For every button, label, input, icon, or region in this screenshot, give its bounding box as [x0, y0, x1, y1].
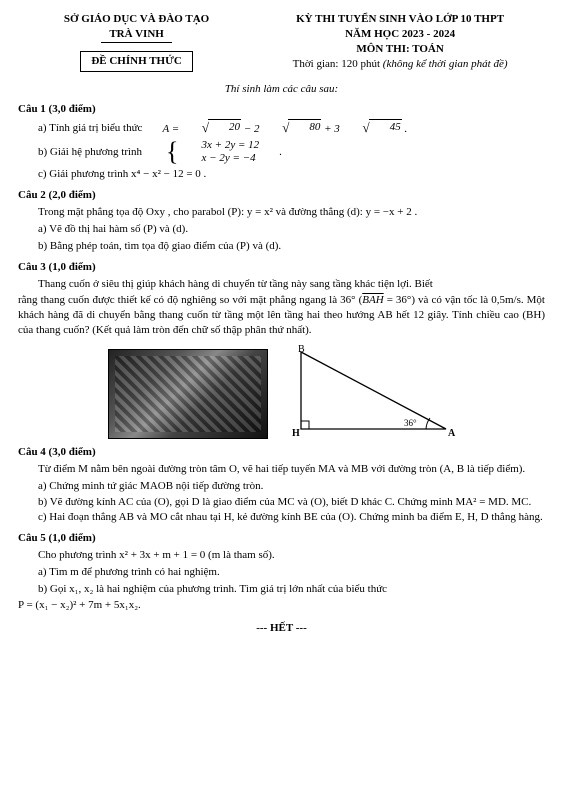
q4-c: c) Hai đoạn thẳng AB và MO cắt nhau tại …: [18, 510, 545, 525]
q1-a-expr: A = √20 − 2 √80 + 3 √45 .: [142, 119, 407, 137]
duration-note: (không kể thời gian phát đề): [383, 58, 508, 70]
q4-title: Câu 4 (3,0 điểm): [18, 445, 545, 460]
q1-a-t3: 45: [369, 119, 402, 135]
header-left: SỞ GIÁO DỤC VÀ ĐÀO TẠO TRÀ VINH ĐỀ CHÍNH…: [18, 12, 255, 72]
sqrt-icon: √45: [343, 119, 402, 137]
q4-a: a) Chứng minh tứ giác MAOB nội tiếp đườn…: [18, 479, 545, 494]
q3-title: Câu 3 (1,0 điểm): [18, 260, 545, 275]
agency-name: SỞ GIÁO DỤC VÀ ĐÀO TẠO: [18, 12, 255, 27]
q5-p1: Cho phương trình x² + 3x + m + 1 = 0 (m …: [18, 548, 545, 563]
q1-b-eq1: 3x + 2y = 12: [182, 139, 260, 152]
q5-p2: P = (x₁ − x₂)² + 7m + 5x₁x₂.: [18, 598, 545, 613]
label-angle: 36°: [404, 418, 417, 428]
q2-intro: Trong mặt phẳng tọa độ Oxy , cho parabol…: [18, 205, 545, 220]
q1-b-eq2: x − 2y = −4: [182, 152, 260, 165]
q1-a-lhs: A =: [162, 123, 181, 135]
official-stamp: ĐỀ CHÍNH THỨC: [80, 51, 192, 72]
q3-p2a: rằng thang cuốn được thiết kế có độ nghi…: [18, 294, 362, 306]
q2-title: Câu 2 (2,0 điểm): [18, 188, 545, 203]
label-H: H: [292, 428, 300, 439]
q1-a: a) Tính giá trị biểu thức A = √20 − 2 √8…: [18, 119, 545, 137]
q1-title: Câu 1 (3,0 điểm): [18, 102, 545, 117]
sqrt-icon: √80: [262, 119, 321, 137]
q5-title: Câu 5 (1,0 điểm): [18, 531, 545, 546]
label-A: A: [448, 428, 456, 439]
q1-a-m1: − 2: [244, 123, 260, 135]
triangle-diagram: B H A 36°: [286, 344, 456, 439]
subject-line: MÔN THI: TOÁN: [255, 42, 545, 57]
duration-label: Thời gian: 120 phút: [293, 58, 380, 70]
equation-system: { 3x + 2y = 12 x − 2y = −4: [146, 139, 259, 165]
q3-p2: rằng thang cuốn được thiết kế có độ nghi…: [18, 293, 545, 338]
q1-a-m2: + 3: [324, 123, 340, 135]
q1-a-prefix: a) Tính giá trị biểu thức: [18, 121, 142, 136]
q4-intro: Từ điểm M nằm bên ngoài đường tròn tâm O…: [18, 462, 545, 477]
duration-line: Thời gian: 120 phút (không kể thời gian …: [255, 57, 545, 72]
q1-b: b) Giải hệ phương trình { 3x + 2y = 12 x…: [18, 139, 545, 165]
instruction-line: Thí sinh làm các câu sau:: [18, 82, 545, 97]
q4-b: b) Vẽ đường kính AC của (O), gọi D là gi…: [18, 495, 545, 510]
q1-a-t1: 20: [208, 119, 241, 135]
province-name: TRÀ VINH: [101, 27, 172, 43]
exam-title: KỲ THI TUYỂN SINH VÀO LỚP 10 THPT: [255, 12, 545, 27]
q3-arc: BAH: [362, 294, 383, 306]
q1-b-tail: .: [259, 145, 282, 160]
q1-b-prefix: b) Giải hệ phương trình: [18, 145, 142, 160]
document-header: SỞ GIÁO DỤC VÀ ĐÀO TẠO TRÀ VINH ĐỀ CHÍNH…: [18, 12, 545, 72]
footer-end: --- HẾT ---: [18, 621, 545, 636]
q3-p1: Thang cuốn ở siêu thị giúp khách hàng di…: [18, 277, 545, 292]
header-right: KỲ THI TUYỂN SINH VÀO LỚP 10 THPT NĂM HỌ…: [255, 12, 545, 72]
q1-a-tail: .: [404, 123, 407, 135]
left-brace-icon: {: [146, 139, 178, 165]
figure-row: B H A 36°: [18, 344, 545, 439]
q5-a: a) Tìm m để phương trình có hai nghiệm.: [18, 565, 545, 580]
q2-a: a) Vẽ đồ thị hai hàm số (P) và (d).: [18, 222, 545, 237]
sqrt-icon: √20: [182, 119, 241, 137]
escalator-photo: [108, 349, 268, 439]
label-B: B: [298, 344, 305, 355]
q1-a-t2: 80: [288, 119, 321, 135]
school-year: NĂM HỌC 2023 - 2024: [255, 27, 545, 42]
q5-b: b) Gọi x₁, x₂ là hai nghiệm của phương t…: [18, 582, 545, 597]
q1-c: c) Giải phương trình x⁴ − x² − 12 = 0 .: [18, 167, 545, 182]
q2-b: b) Bằng phép toán, tìm tọa độ giao điểm …: [18, 239, 545, 254]
